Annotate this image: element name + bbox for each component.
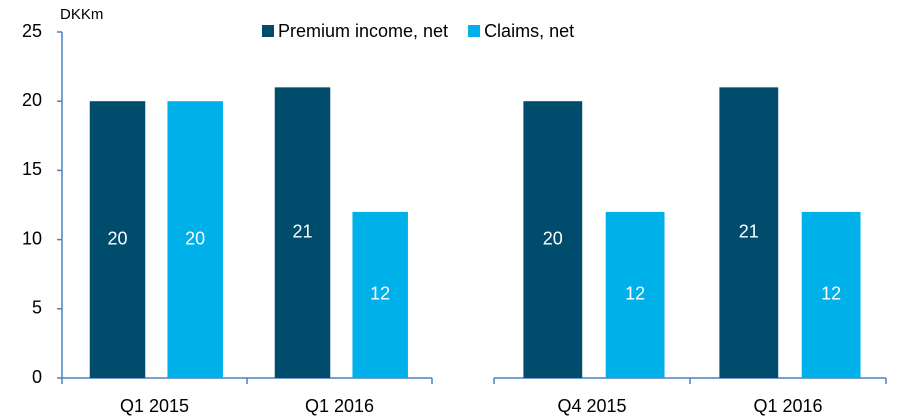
y-tick-label: 25 xyxy=(22,21,42,41)
y-unit: DKKm xyxy=(60,6,103,23)
bar xyxy=(801,211,861,378)
value-label: 21 xyxy=(739,221,759,241)
x-tick-label: Q1 2015 xyxy=(120,396,189,416)
y-tick-label: 5 xyxy=(32,298,42,318)
value-label: 20 xyxy=(543,228,563,248)
value-label: 12 xyxy=(821,284,841,304)
legend-label: Premium income, net xyxy=(278,21,448,41)
legend-swatch xyxy=(468,25,481,37)
value-label: 20 xyxy=(107,228,127,248)
value-label: 20 xyxy=(185,228,205,248)
x-tick-label: Q1 2016 xyxy=(305,396,374,416)
bar xyxy=(523,101,583,378)
x-tick-label: Q1 2016 xyxy=(753,396,822,416)
bar xyxy=(719,87,779,379)
legend-label: Claims, net xyxy=(484,21,574,41)
value-label: 12 xyxy=(370,284,390,304)
bar xyxy=(274,87,331,379)
bar xyxy=(352,211,408,378)
y-tick-label: 0 xyxy=(32,367,42,387)
bar xyxy=(89,101,146,378)
y-tick-label: 10 xyxy=(22,228,42,248)
y-tick-label: 20 xyxy=(22,90,42,110)
value-label: 12 xyxy=(625,284,645,304)
bar xyxy=(605,211,665,378)
x-tick-label: Q4 2015 xyxy=(557,396,626,416)
legend-swatch xyxy=(262,25,274,37)
bar xyxy=(167,101,223,378)
value-label: 21 xyxy=(292,221,312,241)
y-tick-label: 15 xyxy=(22,159,42,179)
